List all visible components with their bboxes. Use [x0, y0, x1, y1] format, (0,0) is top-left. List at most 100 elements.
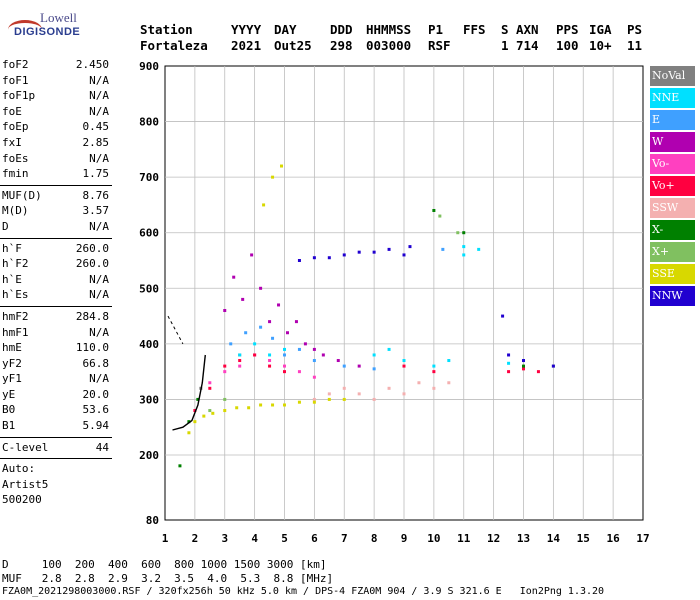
- point-nnw: [402, 253, 406, 257]
- point-vo-: [283, 370, 286, 374]
- param-label: yF1: [2, 372, 22, 386]
- param-separator: [0, 436, 112, 438]
- profile-extrapolation: [167, 315, 184, 345]
- param-value: 110.0: [75, 341, 109, 355]
- point-sse: [193, 420, 197, 424]
- point-ssw: [372, 397, 376, 401]
- point-e: [342, 364, 346, 368]
- y-tick-label: 500: [139, 282, 159, 295]
- point-vo-: [507, 370, 511, 374]
- param-row: fxI 2.85: [0, 136, 112, 152]
- legend-item-e: E: [650, 110, 695, 130]
- point-nne: [462, 245, 466, 249]
- param-row: h`E N/A: [0, 273, 112, 289]
- param-value: N/A: [89, 288, 109, 302]
- digisonde-logo: Lowell DIGISONDE: [4, 6, 84, 46]
- header-val-5: RSF: [428, 38, 451, 53]
- point-vo-: [312, 375, 316, 379]
- header-col-3: DDD: [330, 22, 353, 37]
- auto-line: Artist5: [2, 477, 49, 491]
- point-nnw: [522, 359, 525, 363]
- param-label: foF2: [2, 58, 29, 71]
- param-label: B1: [2, 419, 16, 433]
- point-w: [336, 359, 340, 363]
- point-nnw: [372, 250, 376, 254]
- header-col-1: YYYY: [231, 22, 262, 37]
- param-row: yE 20.0: [0, 388, 112, 404]
- y-tick-label: 800: [139, 116, 159, 129]
- point-w: [357, 364, 361, 368]
- footer-distance-row: D 100 200 400 600 800 1000 1500 3000 [km…: [2, 558, 327, 571]
- point-w: [250, 253, 254, 257]
- point-vo-: [193, 409, 197, 413]
- param-value: 260.0: [75, 241, 109, 255]
- param-value: N/A: [89, 104, 109, 118]
- param-row: h`F 260.0: [0, 242, 112, 258]
- point-w: [223, 309, 227, 313]
- param-value: 44: [95, 440, 109, 454]
- x-tick-label: 16: [607, 532, 621, 545]
- param-value: 8.76: [82, 188, 110, 202]
- header-col-8: AXN: [516, 22, 539, 37]
- header-val-4: 003000: [366, 38, 412, 53]
- param-row: hmF1 N/A: [0, 326, 112, 342]
- param-value: N/A: [89, 73, 109, 87]
- legend: NoVal NNE E W Vo- Vo+ SSW X- X+ SSE NNW: [650, 66, 695, 308]
- point-ssw: [447, 381, 451, 385]
- param-label: foE: [2, 104, 22, 118]
- legend-item-vo-: Vo+: [650, 176, 695, 196]
- point-w: [294, 320, 298, 324]
- x-tick-label: 3: [221, 532, 228, 545]
- point-sse: [280, 164, 284, 168]
- auto-line: Auto:: [2, 462, 36, 476]
- logo-text-bottom: DIGISONDE: [14, 26, 81, 38]
- y-tick-label: 200: [139, 449, 159, 462]
- point-ssw: [432, 386, 436, 390]
- point-w: [285, 331, 289, 335]
- param-row: foEp 0.45: [0, 120, 112, 136]
- point-e: [297, 347, 301, 351]
- param-separator: [0, 458, 112, 460]
- param-row: M(D) 3.57: [0, 204, 112, 220]
- point-nne: [283, 347, 286, 351]
- x-tick-label: 1: [162, 532, 169, 545]
- logo-text-top: Lowell: [40, 10, 77, 25]
- legend-item-w: W: [650, 132, 695, 152]
- point-nnw: [297, 259, 301, 262]
- y-tick-label: 600: [139, 227, 159, 240]
- param-label: fxI: [2, 135, 22, 149]
- point-x-: [178, 464, 182, 468]
- point-nnw: [312, 256, 316, 260]
- header-val-8: 714: [516, 38, 539, 53]
- x-tick-label: 17: [636, 532, 649, 545]
- param-label: foF1: [2, 73, 29, 87]
- param-label: MUF(D): [2, 188, 42, 202]
- param-label: C-level: [2, 440, 49, 454]
- point-x-: [462, 231, 466, 235]
- param-label: h`Es: [2, 288, 29, 302]
- point-w: [312, 347, 316, 351]
- param-row: hmF2 284.8: [0, 310, 112, 326]
- param-value: 284.8: [75, 309, 109, 323]
- point-nne: [402, 359, 406, 363]
- point-x-: [432, 208, 436, 212]
- profile-curve: [172, 354, 206, 431]
- param-label: foEs: [2, 151, 29, 165]
- point-vo-: [238, 359, 242, 363]
- param-row: h`Es N/A: [0, 288, 112, 304]
- point-x-: [223, 397, 227, 401]
- point-ssw: [387, 386, 391, 390]
- point-sse: [223, 409, 227, 413]
- point-e: [441, 247, 445, 251]
- param-row: D N/A: [0, 220, 112, 236]
- param-label: M(D): [2, 204, 29, 218]
- param-row: yF1 N/A: [0, 372, 112, 388]
- param-value: 5.94: [82, 419, 110, 433]
- param-row: foEs N/A: [0, 152, 112, 168]
- point-nne: [372, 353, 376, 357]
- param-label: foF1p: [2, 89, 36, 103]
- point-vo-: [536, 370, 540, 374]
- param-row: MUF(D) 8.76: [0, 189, 112, 205]
- point-e: [312, 359, 316, 363]
